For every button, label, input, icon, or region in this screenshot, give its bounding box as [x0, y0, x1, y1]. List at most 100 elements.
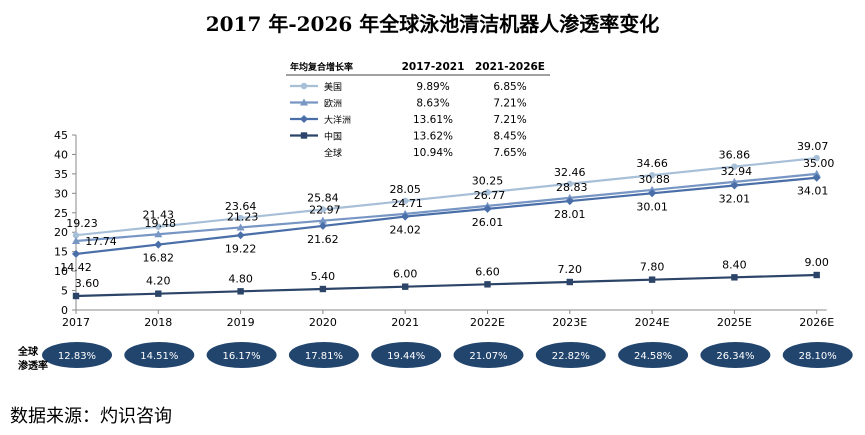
data-label: 5.40: [311, 270, 336, 283]
data-label: 28.83: [556, 181, 588, 194]
data-point: [483, 204, 492, 213]
penetration-badge: [453, 342, 524, 368]
data-point: [566, 278, 573, 286]
x-tick-label: 2025E: [717, 316, 752, 329]
data-point: [154, 240, 163, 249]
penetration-value: 22.82%: [552, 351, 590, 362]
data-label: 21.43: [143, 209, 175, 222]
data-label: 26.01: [472, 216, 504, 229]
legend-series-name: 欧洲: [324, 98, 342, 110]
data-label: 16.82: [143, 252, 175, 265]
penetration-value: 19.44%: [387, 351, 425, 362]
data-point: [730, 181, 739, 190]
data-label: 32.46: [554, 166, 586, 179]
data-label: 9.00: [804, 256, 829, 269]
legend-cagr-2021-2026: 7.21%: [493, 114, 526, 126]
penetration-value: 17.81%: [305, 351, 343, 362]
penetration-badge: [371, 342, 442, 368]
penetration-badge: [206, 342, 277, 368]
penetration-badge: [782, 342, 853, 368]
penetration-value: 21.07%: [469, 351, 507, 362]
y-tick-label: 45: [54, 129, 68, 142]
series-line: [75, 273, 817, 298]
x-tick-label: 2024E: [635, 316, 670, 329]
y-tick-label: 20: [54, 226, 68, 239]
data-label: 22.97: [309, 204, 341, 217]
data-label: 39.07: [797, 140, 829, 153]
data-point: [813, 271, 820, 279]
data-label: 32.01: [719, 193, 751, 206]
data-label: 24.02: [389, 224, 421, 237]
y-tick-label: 35: [54, 168, 68, 181]
y-tick-label: 15: [54, 246, 68, 259]
data-label: 21.62: [307, 233, 339, 246]
data-point: [72, 237, 80, 245]
x-tick-label: 2021: [391, 316, 419, 329]
x-tick-label: 2017: [62, 316, 90, 329]
data-label: 36.86: [719, 149, 751, 162]
x-tick-label: 2019: [227, 316, 255, 329]
legend-swatch-marker: [300, 115, 308, 123]
data-point: [237, 288, 244, 295]
legend-swatch-marker: [300, 98, 308, 106]
data-point: [730, 177, 739, 185]
data-label: 6.60: [475, 265, 500, 278]
data-label: 28.05: [389, 183, 421, 196]
legend-series-name: 全球: [324, 147, 342, 159]
data-point: [565, 197, 574, 206]
penetration-label-line1: 全球: [18, 347, 38, 358]
y-tick-label: 40: [54, 148, 68, 161]
data-point: [318, 221, 327, 230]
legend-cagr-2021-2026: 7.65%: [493, 147, 526, 159]
y-tick-label: 25: [54, 207, 68, 220]
legend-cagr-2021-2026: 6.85%: [493, 81, 526, 93]
data-point: [236, 223, 245, 231]
data-label: 32.94: [721, 165, 753, 178]
data-point: [648, 276, 656, 283]
legend-header: 年均复合增长率: [290, 61, 353, 73]
legend-cagr-2017-2021: 8.63%: [416, 98, 449, 110]
data-point: [484, 189, 491, 196]
x-tick-label: 2026E: [799, 316, 834, 329]
data-label: 4.20: [146, 275, 171, 288]
source-note: 数据来源：灼识咨询: [10, 406, 172, 427]
data-label: 30.88: [638, 173, 670, 186]
data-label: 17.74: [85, 235, 117, 248]
data-label: 34.01: [797, 185, 829, 198]
penetration-value: 12.83%: [58, 351, 96, 362]
legend-cagr-2021-2026: 8.45%: [493, 131, 526, 143]
data-label: 26.77: [474, 189, 506, 202]
data-label: 3.60: [75, 277, 100, 290]
penetration-label-line2: 渗透率: [18, 361, 48, 372]
x-tick-label: 2022E: [470, 316, 505, 329]
legend-series-name: 中国: [324, 131, 342, 143]
data-point: [402, 283, 409, 290]
legend-series-name: 美国: [324, 81, 342, 93]
x-tick-label: 2018: [144, 316, 172, 329]
penetration-badge: [700, 342, 771, 368]
y-tick-label: 5: [61, 285, 68, 298]
data-label: 28.01: [554, 208, 586, 221]
data-label: 7.20: [558, 263, 583, 276]
data-point: [731, 274, 738, 281]
legend-swatch-marker: [300, 82, 308, 90]
penetration-badge: [124, 342, 195, 368]
data-label: 21.23: [227, 210, 259, 223]
data-label: 6.00: [393, 268, 418, 281]
data-label: 25.84: [307, 192, 339, 205]
x-tick-label: 2023E: [552, 316, 587, 329]
data-point: [236, 231, 245, 240]
data-point: [648, 189, 657, 198]
data-point: [154, 230, 163, 238]
data-point: [813, 154, 820, 162]
data-label: 19.23: [66, 217, 98, 230]
data-point: [566, 180, 573, 187]
data-point: [237, 214, 244, 222]
data-label: 24.71: [391, 197, 423, 210]
y-tick-label: 10: [54, 265, 68, 278]
series-line: [75, 176, 817, 256]
data-label: 8.40: [722, 258, 747, 271]
legend-col1-header: 2017-2021: [402, 61, 465, 73]
data-point: [319, 285, 327, 293]
